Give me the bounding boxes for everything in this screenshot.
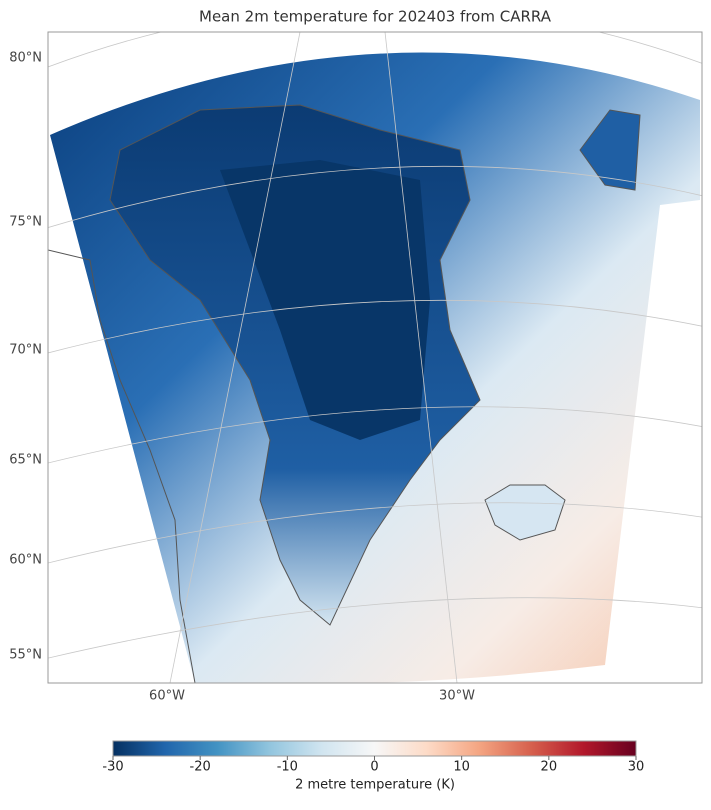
graticule (48, 597, 702, 659)
iceland (484, 484, 566, 541)
graticule (48, 299, 702, 354)
colorbar-tick-label: 0 (370, 760, 378, 775)
lon-label: 60°W (149, 689, 185, 704)
lat-label: 75°N (9, 215, 42, 230)
lon-label: 30°W (439, 689, 475, 704)
colorbar-tick-label: -30 (102, 760, 123, 775)
map-title: Mean 2m temperature for 202403 from CARR… (199, 8, 552, 26)
graticule (384, 32, 458, 683)
colorbar-tick-label: -10 (277, 760, 298, 775)
lat-label: 80°N (9, 51, 42, 66)
lat-label: 55°N (9, 648, 42, 663)
ice-sheet (220, 160, 430, 440)
lat-label: 70°N (9, 343, 42, 358)
colorbar-label: 2 metre temperature (K) (295, 778, 455, 793)
graticule (48, 165, 702, 229)
graticule (48, 32, 702, 68)
svalbard (579, 109, 641, 191)
map-area (48, 32, 702, 683)
map-frame (47, 31, 703, 684)
lat-label: 60°N (9, 553, 42, 568)
colorbar-tick-label: -20 (190, 760, 211, 775)
graticule (169, 32, 301, 683)
graticule (48, 502, 702, 564)
canada-coast (48, 249, 196, 683)
lat-label: 65°N (9, 453, 42, 468)
colorbar (112, 740, 637, 757)
graticule (48, 406, 702, 464)
colorbar-tick-label: 20 (541, 760, 558, 775)
colorbar-tick-label: 10 (453, 760, 470, 775)
colorbar-tick-label: 30 (628, 760, 645, 775)
